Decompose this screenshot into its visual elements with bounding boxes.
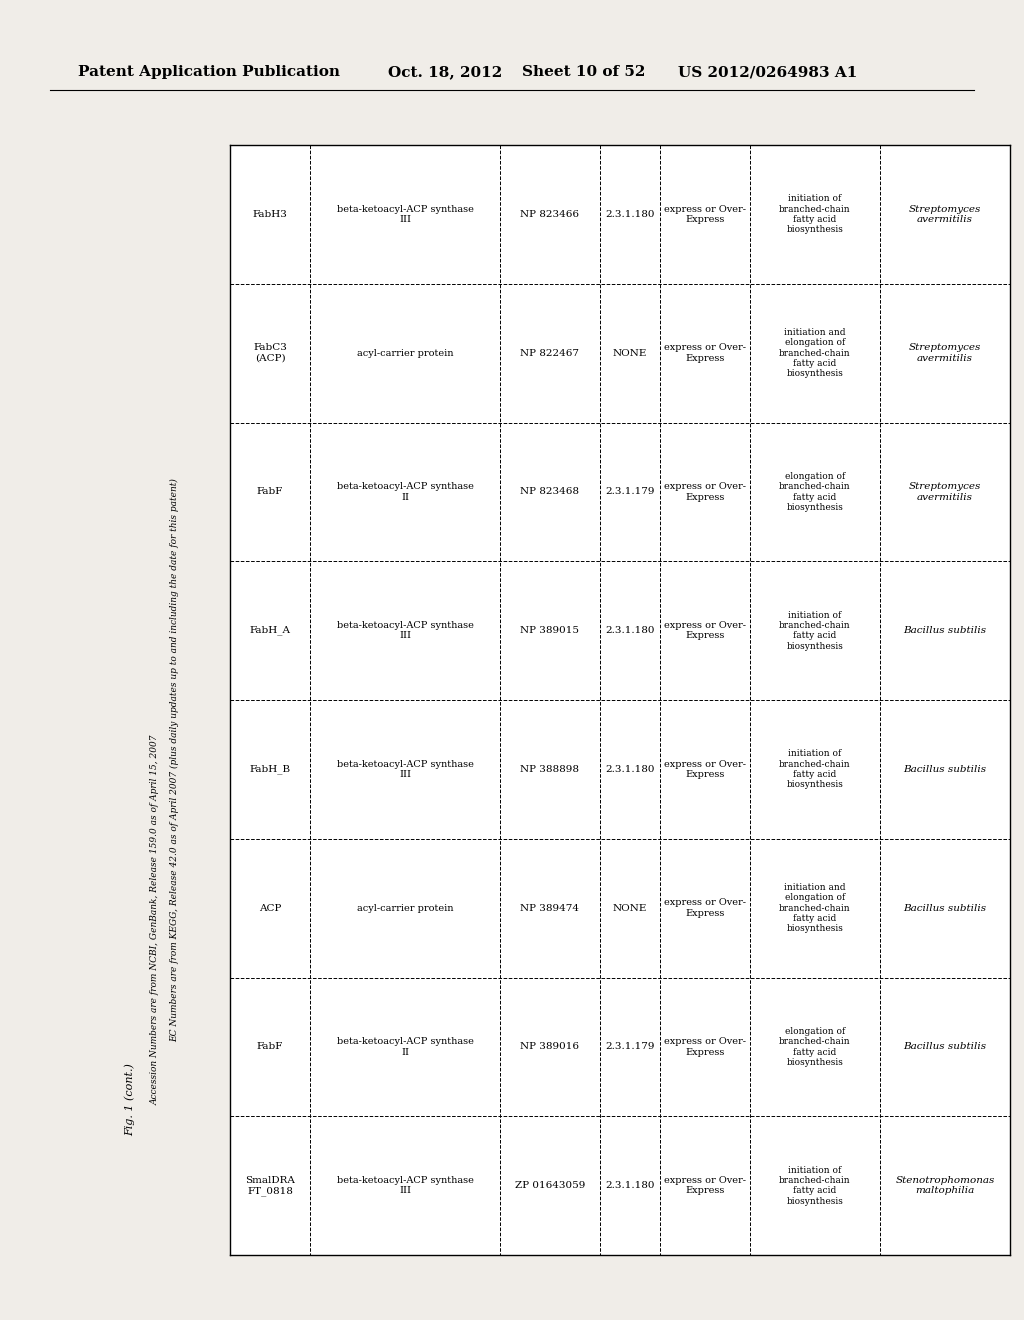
Text: express or Over-
Express: express or Over- Express xyxy=(664,760,746,779)
Text: initiation and
elongation of
branched-chain
fatty acid
biosynthesis: initiation and elongation of branched-ch… xyxy=(779,883,851,933)
Text: Bacillus subtilis: Bacillus subtilis xyxy=(903,764,986,774)
Text: FabF: FabF xyxy=(257,487,284,496)
Text: Bacillus subtilis: Bacillus subtilis xyxy=(903,1043,986,1051)
Text: Sheet 10 of 52: Sheet 10 of 52 xyxy=(522,65,645,79)
Text: Stenotrophomonas
maltophilia: Stenotrophomonas maltophilia xyxy=(895,1176,994,1196)
Text: initiation of
branched-chain
fatty acid
biosynthesis: initiation of branched-chain fatty acid … xyxy=(779,194,851,235)
Text: initiation of
branched-chain
fatty acid
biosynthesis: initiation of branched-chain fatty acid … xyxy=(779,1166,851,1205)
Text: Fig. 1 (cont.): Fig. 1 (cont.) xyxy=(125,1064,135,1137)
Text: 2.3.1.179: 2.3.1.179 xyxy=(605,487,654,496)
Text: ZP 01643059: ZP 01643059 xyxy=(515,1181,585,1191)
Text: ACP: ACP xyxy=(259,904,282,912)
Text: US 2012/0264983 A1: US 2012/0264983 A1 xyxy=(678,65,857,79)
Text: FabH_A: FabH_A xyxy=(250,626,291,635)
Text: 2.3.1.180: 2.3.1.180 xyxy=(605,210,654,219)
Text: beta-ketoacyl-ACP synthase
III: beta-ketoacyl-ACP synthase III xyxy=(337,1176,473,1196)
Text: express or Over-
Express: express or Over- Express xyxy=(664,1176,746,1196)
Text: express or Over-
Express: express or Over- Express xyxy=(664,620,746,640)
Text: SmalDRA
FT_0818: SmalDRA FT_0818 xyxy=(245,1176,295,1196)
Text: EC Numbers are from KEGG, Release 42.0 as of April 2007 (plus daily updates up t: EC Numbers are from KEGG, Release 42.0 a… xyxy=(170,478,179,1041)
Text: beta-ketoacyl-ACP synthase
III: beta-ketoacyl-ACP synthase III xyxy=(337,205,473,224)
Text: express or Over-
Express: express or Over- Express xyxy=(664,343,746,363)
Text: initiation of
branched-chain
fatty acid
biosynthesis: initiation of branched-chain fatty acid … xyxy=(779,750,851,789)
Text: NP 389015: NP 389015 xyxy=(520,626,580,635)
Text: FabF: FabF xyxy=(257,1043,284,1051)
Text: initiation of
branched-chain
fatty acid
biosynthesis: initiation of branched-chain fatty acid … xyxy=(779,611,851,651)
Text: NP 822467: NP 822467 xyxy=(520,348,580,358)
Text: beta-ketoacyl-ACP synthase
II: beta-ketoacyl-ACP synthase II xyxy=(337,1038,473,1056)
Text: initiation and
elongation of
branched-chain
fatty acid
biosynthesis: initiation and elongation of branched-ch… xyxy=(779,327,851,379)
Text: FabH_B: FabH_B xyxy=(250,764,291,775)
Text: beta-ketoacyl-ACP synthase
III: beta-ketoacyl-ACP synthase III xyxy=(337,620,473,640)
Text: NP 823466: NP 823466 xyxy=(520,210,580,219)
Text: FabC3
(ACP): FabC3 (ACP) xyxy=(253,343,287,363)
Text: acyl-carrier protein: acyl-carrier protein xyxy=(356,904,454,912)
Text: NP 389016: NP 389016 xyxy=(520,1043,580,1051)
Text: Streptomyces
avermitilis: Streptomyces avermitilis xyxy=(909,343,981,363)
Text: Patent Application Publication: Patent Application Publication xyxy=(78,65,340,79)
Text: beta-ketoacyl-ACP synthase
III: beta-ketoacyl-ACP synthase III xyxy=(337,760,473,779)
Text: NONE: NONE xyxy=(612,904,647,912)
Text: elongation of
branched-chain
fatty acid
biosynthesis: elongation of branched-chain fatty acid … xyxy=(779,471,851,512)
Text: express or Over-
Express: express or Over- Express xyxy=(664,899,746,917)
Text: express or Over-
Express: express or Over- Express xyxy=(664,1038,746,1056)
Text: FabH3: FabH3 xyxy=(253,210,288,219)
Text: Oct. 18, 2012: Oct. 18, 2012 xyxy=(388,65,502,79)
Text: Bacillus subtilis: Bacillus subtilis xyxy=(903,626,986,635)
Text: acyl-carrier protein: acyl-carrier protein xyxy=(356,348,454,358)
Text: elongation of
branched-chain
fatty acid
biosynthesis: elongation of branched-chain fatty acid … xyxy=(779,1027,851,1067)
Text: Bacillus subtilis: Bacillus subtilis xyxy=(903,904,986,912)
Text: NP 823468: NP 823468 xyxy=(520,487,580,496)
Text: 2.3.1.180: 2.3.1.180 xyxy=(605,626,654,635)
Text: NP 389474: NP 389474 xyxy=(520,904,580,912)
Text: 2.3.1.179: 2.3.1.179 xyxy=(605,1043,654,1051)
Bar xyxy=(230,145,1010,1255)
Text: express or Over-
Express: express or Over- Express xyxy=(664,482,746,502)
Text: 2.3.1.180: 2.3.1.180 xyxy=(605,1181,654,1191)
Text: NP 388898: NP 388898 xyxy=(520,764,580,774)
Text: Streptomyces
avermitilis: Streptomyces avermitilis xyxy=(909,482,981,502)
Text: Accession Numbers are from NCBI, GenBank, Release 159.0 as of April 15, 2007: Accession Numbers are from NCBI, GenBank… xyxy=(151,735,160,1105)
Text: NONE: NONE xyxy=(612,348,647,358)
Text: express or Over-
Express: express or Over- Express xyxy=(664,205,746,224)
Text: Streptomyces
avermitilis: Streptomyces avermitilis xyxy=(909,205,981,224)
Text: 2.3.1.180: 2.3.1.180 xyxy=(605,764,654,774)
Text: beta-ketoacyl-ACP synthase
II: beta-ketoacyl-ACP synthase II xyxy=(337,482,473,502)
